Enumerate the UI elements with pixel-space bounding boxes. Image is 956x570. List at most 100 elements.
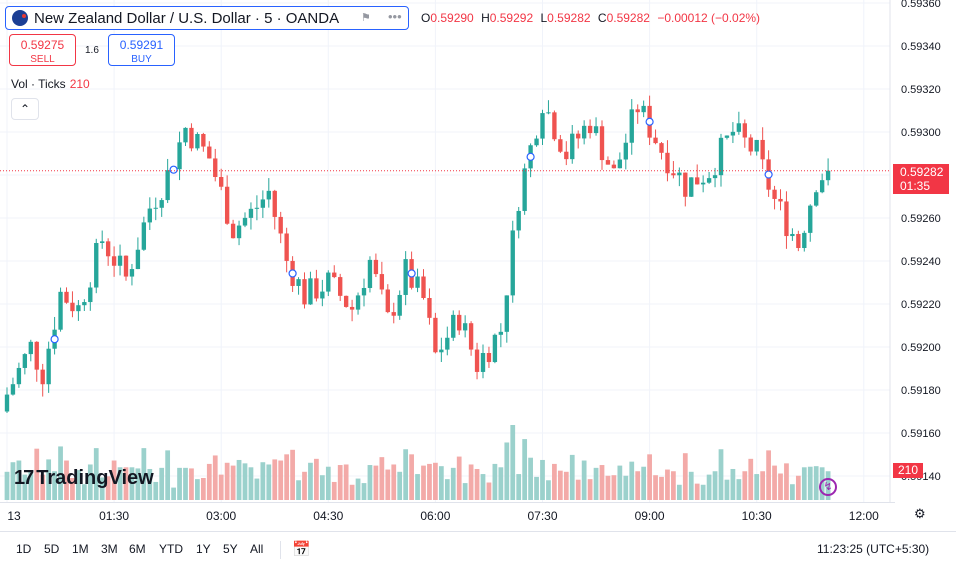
- timeframe-all[interactable]: All: [250, 542, 264, 556]
- volume-bar: [52, 471, 57, 500]
- candle-body: [570, 133, 575, 160]
- timeframe-1y[interactable]: 1Y: [196, 542, 211, 556]
- volume-bar: [302, 471, 307, 500]
- y-tick-label: 0.59320: [901, 84, 941, 96]
- volume-bar: [611, 475, 617, 500]
- volume-bar: [58, 446, 63, 500]
- candle-body: [540, 113, 545, 139]
- candle-body: [308, 278, 313, 305]
- candle-body: [272, 190, 277, 217]
- timeframe-1d[interactable]: 1D: [16, 542, 32, 556]
- settings-icon[interactable]: ⚙: [914, 506, 926, 521]
- x-tick-label: 04:30: [313, 509, 344, 523]
- candle-body: [814, 192, 819, 206]
- candle-body: [677, 172, 682, 176]
- volume-bar: [605, 475, 611, 500]
- spread-value: 1.6: [85, 45, 99, 56]
- candle-body: [480, 352, 486, 372]
- sell-button[interactable]: 0.59275 SELL: [9, 34, 76, 66]
- volume-bar: [34, 448, 40, 500]
- symbol-title-box[interactable]: New Zealand Dollar / U.S. Dollar · 5 · O…: [5, 6, 409, 30]
- candle-body: [355, 295, 361, 310]
- timeframe-5y[interactable]: 5Y: [223, 542, 238, 556]
- tradingview-mark-icon: 17: [14, 467, 34, 489]
- candle-body: [486, 352, 492, 363]
- volume-bar: [629, 461, 635, 500]
- volume-bar: [272, 459, 278, 500]
- toolbar-divider: [280, 541, 281, 559]
- symbol-title: New Zealand Dollar / U.S. Dollar · 5 · O…: [34, 9, 340, 27]
- candle-body: [373, 259, 379, 275]
- candle-body: [772, 189, 777, 199]
- candle-body: [22, 354, 28, 368]
- volume-bar: [212, 455, 218, 500]
- volume-bar: [195, 479, 200, 500]
- sell-label: SELL: [30, 54, 55, 65]
- volume-bar: [528, 457, 533, 500]
- volume-bar: [171, 487, 176, 500]
- volume-bar: [462, 483, 468, 500]
- candle-body: [70, 302, 75, 312]
- candle-body: [796, 233, 801, 249]
- candle-body: [391, 312, 396, 316]
- timeframe-1m[interactable]: 1M: [72, 542, 89, 556]
- volume-bar: [81, 484, 87, 500]
- volume-bar: [712, 471, 718, 500]
- candle-body: [730, 131, 736, 136]
- candle-body: [201, 134, 206, 147]
- collapse-legend-button[interactable]: ⌃: [11, 98, 39, 120]
- volume-legend[interactable]: Vol · Ticks 210: [11, 77, 90, 91]
- lightning-icon[interactable]: ↯: [819, 478, 837, 496]
- timeframe-ytd[interactable]: YTD: [159, 542, 183, 556]
- candle-body: [242, 217, 248, 226]
- candle-body: [58, 291, 63, 330]
- candle-body: [284, 233, 289, 261]
- more-options-icon[interactable]: •••: [388, 9, 402, 24]
- date-range-icon[interactable]: 📅: [292, 541, 311, 558]
- candle-body: [587, 125, 593, 134]
- volume-bar: [28, 470, 34, 500]
- volume-bar: [736, 479, 742, 500]
- volume-bar: [659, 476, 664, 500]
- volume-bar: [647, 454, 652, 500]
- candle-body: [439, 349, 444, 353]
- volume-bar: [516, 474, 522, 500]
- flag-marker-icon[interactable]: ⚑: [361, 12, 371, 24]
- time-axis[interactable]: 13 01:30 03:00 04:30 06:00 07:30 09:00 10:30 12:…: [0, 502, 895, 527]
- volume-bar: [700, 484, 706, 500]
- volume-bar: [766, 450, 771, 500]
- candle-body: [510, 230, 515, 296]
- volume-bar: [772, 465, 777, 500]
- close-value: 0.59282: [606, 11, 650, 25]
- clock-display[interactable]: 11:23:25 (UTC+5:30): [817, 542, 930, 556]
- candle-body: [123, 255, 129, 277]
- volume-bar: [599, 465, 605, 500]
- volume-bar: [795, 475, 801, 500]
- candle-body: [165, 170, 170, 201]
- candle-body: [724, 135, 730, 138]
- candle-body: [397, 294, 402, 316]
- volume-bar: [653, 475, 658, 500]
- volume-bar: [433, 462, 438, 500]
- volume-bar: [403, 449, 409, 500]
- timeframe-5d[interactable]: 5D: [44, 542, 60, 556]
- volume-bar: [492, 463, 498, 500]
- candle-body: [16, 367, 22, 385]
- candle-body: [219, 177, 224, 187]
- volume-bar: [337, 465, 343, 500]
- current-volume-tag: 210: [893, 463, 923, 478]
- timeframe-3m[interactable]: 3M: [101, 542, 118, 556]
- candle-body: [385, 289, 390, 313]
- tradingview-logo[interactable]: 17 TradingView: [14, 467, 154, 489]
- volume-bar: [290, 449, 295, 500]
- volume-bar: [296, 480, 301, 500]
- candle-body: [141, 222, 147, 250]
- volume-bar: [361, 483, 367, 500]
- volume-bar: [522, 439, 528, 500]
- buy-button[interactable]: 0.59291 BUY: [108, 34, 175, 66]
- candle-body: [564, 151, 569, 160]
- timeframe-6m[interactable]: 6M: [129, 542, 146, 556]
- volume-bar: [242, 463, 248, 500]
- candle-body: [457, 314, 462, 331]
